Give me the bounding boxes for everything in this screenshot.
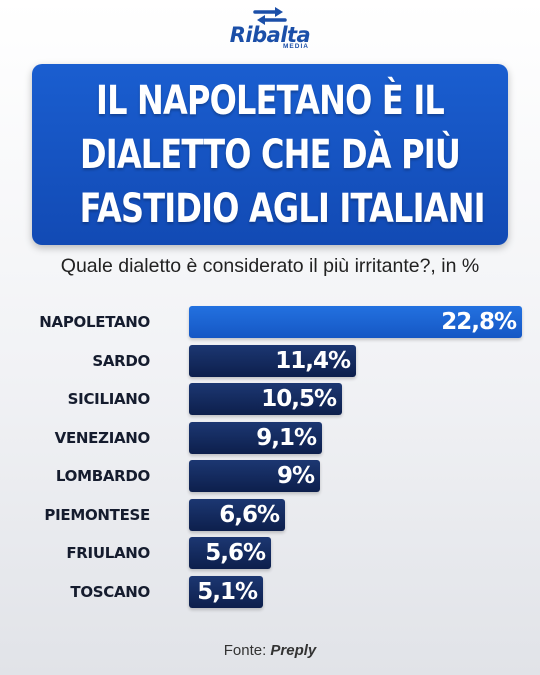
headline-line-2: DIALETTO CHE DÀ PIÙ — [79, 132, 461, 178]
chart-title: Quale dialetto è considerato il più irri… — [60, 255, 480, 277]
value-label: 9,1% — [256, 424, 317, 451]
source-name: Preply — [270, 642, 317, 659]
bar: 9,1% — [189, 421, 322, 454]
category-label: SICILIANO — [67, 390, 151, 408]
bar-row: PIEMONTESE 6,6% — [0, 498, 540, 531]
value-label: 10,5% — [261, 386, 337, 412]
value-label: 9% — [276, 463, 315, 489]
value-label: 6,6% — [219, 501, 280, 528]
headline-box: IL NAPOLETANO È IL DIALETTO CHE DÀ PIÙ F… — [32, 64, 508, 245]
bar-row: TOSCANO 5,1% — [0, 575, 540, 608]
bar-row: SARDO 11,4% — [0, 344, 540, 377]
bar: 5,6% — [189, 537, 271, 569]
bar: 22,8% — [189, 306, 522, 338]
swap-arrows-icon — [253, 7, 287, 25]
headline-line-3: FASTIDIO AGLI ITALIANI — [79, 186, 486, 232]
bar: 9% — [189, 460, 320, 492]
category-label: NAPOLETANO — [39, 313, 150, 331]
category-label: TOSCANO — [70, 582, 150, 601]
headline-line-1: IL NAPOLETANO È IL — [95, 78, 445, 124]
bar: 10,5% — [189, 383, 342, 415]
brand-name: Ribalta — [229, 23, 311, 47]
category-label: PIEMONTESE — [44, 505, 150, 524]
bar-row: NAPOLETANO 22,8% — [0, 306, 540, 338]
value-label: 5,1% — [197, 578, 258, 605]
bar: 5,1% — [189, 575, 263, 608]
bar-row: SICILIANO 10,5% — [0, 383, 540, 415]
bar-row: FRIULANO 5,6% — [0, 537, 540, 569]
value-label: 5,6% — [205, 540, 266, 566]
category-label: LOMBARDO — [55, 467, 150, 485]
bar-row: VENEZIANO 9,1% — [0, 421, 540, 454]
bar: 6,6% — [189, 498, 285, 531]
category-label: SARDO — [92, 351, 150, 370]
brand-logo: Ribalta MEDIA — [0, 6, 540, 50]
value-label: 11,4% — [275, 347, 351, 374]
category-label: FRIULANO — [66, 544, 150, 562]
bar: 11,4% — [189, 344, 356, 377]
brand-subtitle: MEDIA — [283, 43, 309, 50]
source-note: Fonte: Preply — [0, 642, 540, 659]
source-label: Fonte: — [223, 642, 267, 659]
bar-row: LOMBARDO 9% — [0, 460, 540, 492]
value-label: 22,8% — [441, 309, 517, 335]
category-label: VENEZIANO — [54, 428, 151, 447]
